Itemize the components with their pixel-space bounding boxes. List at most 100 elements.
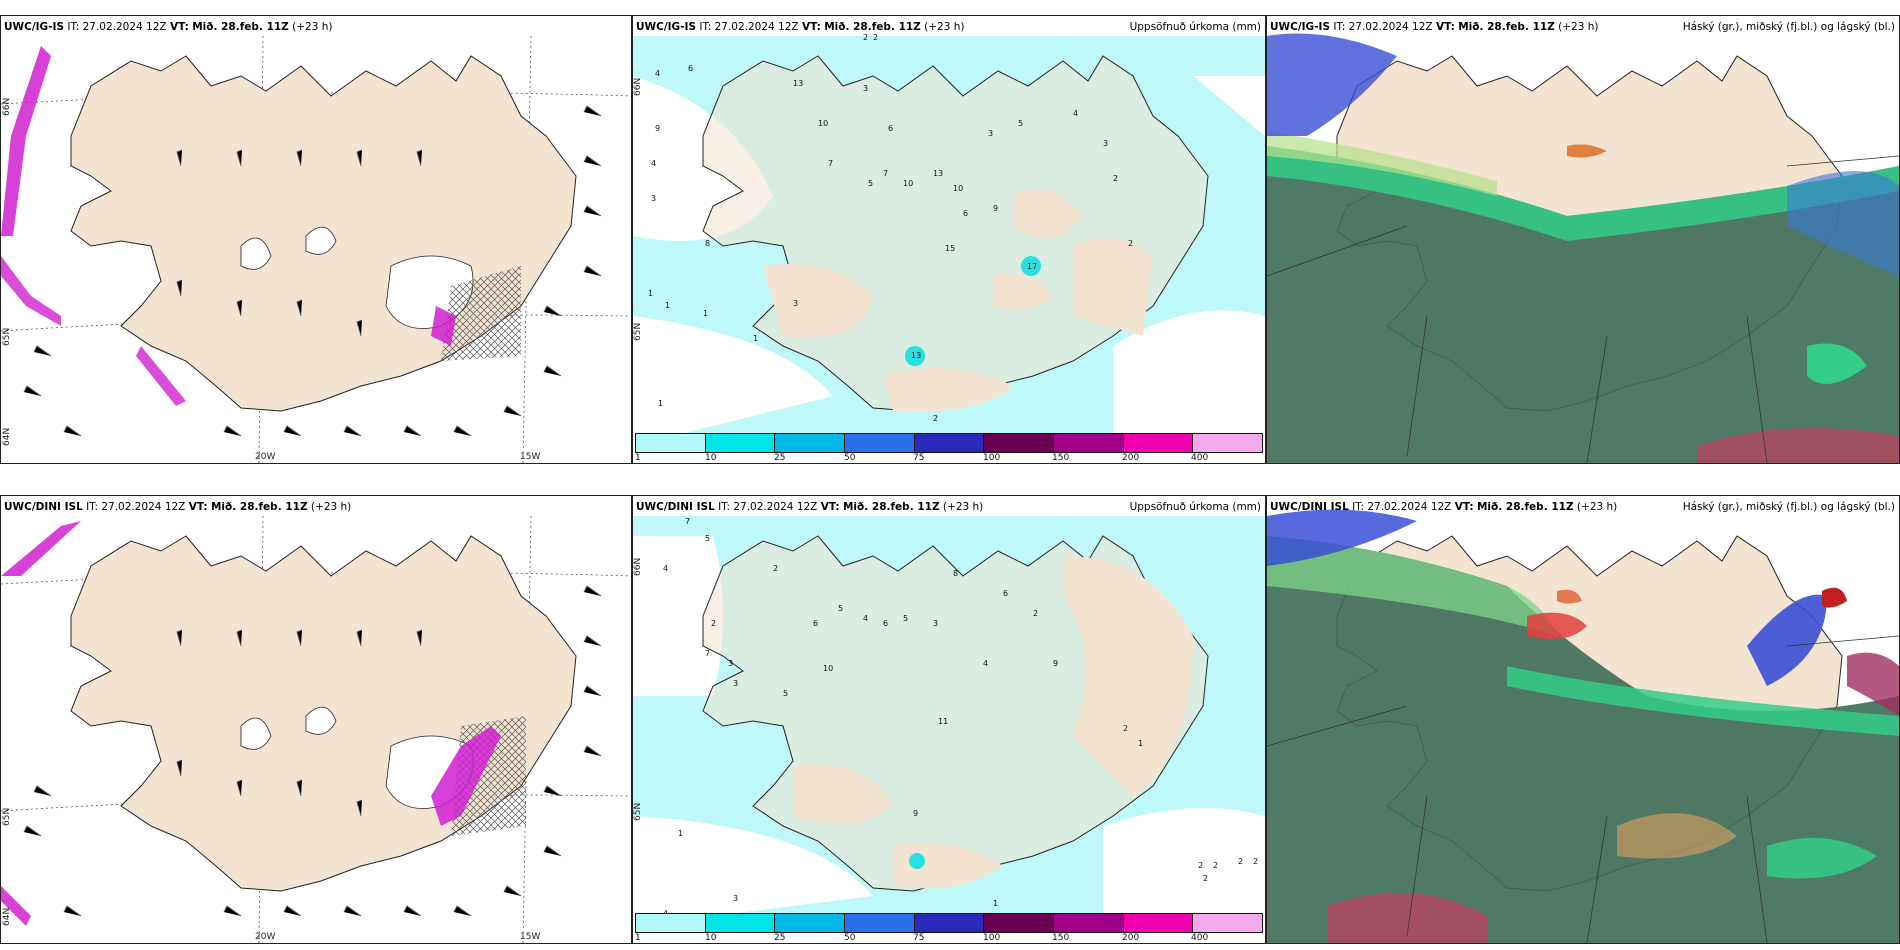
lon-label-20w: 20W: [255, 452, 276, 462]
svg-text:4: 4: [651, 159, 656, 168]
svg-text:6: 6: [688, 64, 693, 73]
lon-label-15w: 15W: [520, 452, 541, 462]
svg-text:13: 13: [911, 351, 921, 360]
cbar-swatch: [1054, 434, 1124, 452]
svg-text:2: 2: [1203, 874, 1208, 883]
svg-text:2: 2: [933, 414, 938, 423]
cbar-label: 400: [1191, 933, 1209, 943]
svg-text:5: 5: [783, 689, 788, 698]
svg-text:8: 8: [953, 569, 958, 578]
svg-text:8: 8: [705, 239, 710, 248]
cbar-swatch: [984, 434, 1055, 452]
cloud-map-panel-bottom: UWC/DINI ISL IT: 27.02.2024 12Z VT: Mið.…: [1266, 495, 1900, 944]
svg-text:9: 9: [913, 809, 918, 818]
panel-title: UWC/DINI ISL IT: 27.02.2024 12Z VT: Mið.…: [1270, 501, 1618, 513]
cbar-swatch: [1193, 434, 1263, 452]
svg-text:17: 17: [1027, 262, 1037, 271]
svg-text:9: 9: [993, 204, 998, 213]
svg-text:9: 9: [655, 124, 660, 133]
svg-text:6: 6: [888, 124, 893, 133]
svg-text:1: 1: [665, 301, 670, 310]
precip-map: 7 4 5 2 3 3 2 6 5 4 6 5 3 10 8 6 2 7 5 4…: [633, 516, 1265, 926]
svg-text:11: 11: [938, 717, 948, 726]
svg-text:1: 1: [1138, 739, 1143, 748]
precip-values: 2 2 4 6 9 4 3 8 13 10 7 3 6 7 5 10 13 10…: [648, 33, 1133, 423]
panel-subtitle: Uppsöfnuð úrkoma (mm): [1129, 501, 1261, 513]
svg-text:13: 13: [793, 79, 803, 88]
cbar-label: 100: [983, 933, 1001, 943]
svg-text:5: 5: [838, 604, 843, 613]
cbar-swatch: [984, 914, 1055, 932]
svg-text:3: 3: [863, 84, 868, 93]
lat-label-66n: 66N: [633, 77, 643, 96]
panel-subtitle: Háský (gr.), miðský (fj.bl.) og lágský (…: [1682, 21, 1895, 33]
svg-text:6: 6: [883, 619, 888, 628]
svg-text:2: 2: [1128, 239, 1133, 248]
cloud-map: [1267, 496, 1899, 943]
cbar-label: 100: [983, 453, 1001, 463]
svg-text:2: 2: [1213, 861, 1218, 870]
svg-text:9: 9: [1053, 659, 1058, 668]
svg-text:3: 3: [733, 894, 738, 903]
precip-colorbar: [635, 433, 1263, 453]
svg-text:1: 1: [678, 829, 683, 838]
svg-text:5: 5: [868, 179, 873, 188]
cbar-swatch: [845, 914, 915, 932]
lat-label-65n: 65N: [2, 807, 12, 826]
precip-colorbar: [635, 913, 1263, 933]
svg-text:2: 2: [1198, 861, 1203, 870]
lat-label-64n: 64N: [2, 907, 12, 926]
svg-text:2: 2: [1123, 724, 1128, 733]
cloud-map: [1267, 16, 1899, 463]
cbar-label: 200: [1122, 933, 1140, 943]
svg-text:4: 4: [655, 69, 660, 78]
cbar-swatch: [775, 914, 846, 932]
wind-barbs: [23, 105, 602, 437]
cbar-label: 150: [1052, 453, 1070, 463]
cbar-label: 1: [635, 453, 641, 463]
wind-map: [1, 35, 631, 463]
svg-text:15: 15: [945, 244, 955, 253]
cbar-label: 200: [1122, 453, 1140, 463]
svg-text:3: 3: [651, 194, 656, 203]
svg-text:10: 10: [953, 184, 963, 193]
panel-title: UWC/DINI ISL IT: 27.02.2024 12Z VT: Mið.…: [4, 501, 352, 513]
cbar-label: 10: [705, 933, 717, 943]
svg-text:1: 1: [753, 334, 758, 343]
lat-label-65n: 65N: [633, 802, 643, 821]
cbar-label: 25: [774, 453, 786, 463]
svg-text:2: 2: [873, 33, 878, 42]
lon-label-15w: 15W: [520, 932, 541, 942]
svg-text:7: 7: [828, 159, 833, 168]
wind-map-panel-bottom: UWC/DINI ISL IT: 27.02.2024 12Z VT: Mið.…: [0, 495, 632, 944]
svg-text:6: 6: [963, 209, 968, 218]
cbar-swatch: [914, 914, 985, 932]
panel-title: UWC/IG-IS IT: 27.02.2024 12Z VT: Mið. 28…: [636, 21, 965, 33]
precip-map-panel-top: UWC/IG-IS IT: 27.02.2024 12Z VT: Mið. 28…: [632, 15, 1266, 464]
cbar-swatch: [914, 434, 985, 452]
lat-label-66n: 66N: [2, 97, 12, 116]
svg-text:1: 1: [703, 309, 708, 318]
svg-text:4: 4: [863, 614, 868, 623]
svg-text:1: 1: [658, 399, 663, 408]
panel-title: UWC/DINI ISL IT: 27.02.2024 12Z VT: Mið.…: [636, 501, 984, 513]
lon-label-20w: 20W: [255, 932, 276, 942]
svg-text:2: 2: [1033, 609, 1038, 618]
cbar-swatch: [705, 434, 776, 452]
cbar-label: 25: [774, 933, 786, 943]
cloud-map-panel-top: UWC/IG-IS IT: 27.02.2024 12Z VT: Mið. 28…: [1266, 15, 1900, 464]
svg-text:10: 10: [823, 664, 833, 673]
svg-text:3: 3: [728, 659, 733, 668]
magenta-band: [1, 46, 51, 236]
cbar-swatch: [636, 434, 706, 452]
cbar-label: 10: [705, 453, 717, 463]
svg-text:2: 2: [863, 33, 868, 42]
svg-text:2: 2: [1253, 857, 1258, 866]
cbar-label: 150: [1052, 933, 1070, 943]
cbar-label: 50: [844, 453, 856, 463]
svg-text:7: 7: [705, 649, 710, 658]
precip-map: 2 2 4 6 9 4 3 8 13 10 7 3 6 7 5 10 13 10…: [633, 33, 1265, 446]
svg-text:10: 10: [818, 119, 828, 128]
cbar-label: 400: [1191, 453, 1209, 463]
svg-text:7: 7: [883, 169, 888, 178]
